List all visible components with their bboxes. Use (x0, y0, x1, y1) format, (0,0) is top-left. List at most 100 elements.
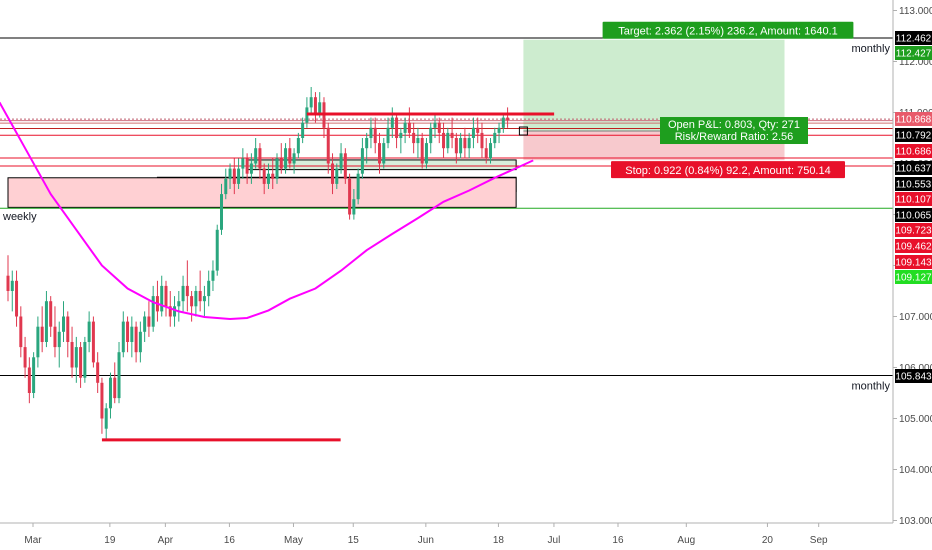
price-label: 110.107 (896, 195, 932, 206)
candle-body (126, 321, 130, 342)
price-label: 110.553 (896, 180, 932, 191)
candle-body (437, 122, 441, 133)
candle-body (19, 316, 23, 348)
candle-body (493, 132, 497, 144)
price-label-box (895, 255, 932, 269)
x-tick-label: Jul (548, 535, 561, 546)
y-tick-label: 106.000 (899, 363, 932, 374)
price-label: 110.868 (896, 115, 932, 126)
price-label-box (895, 270, 932, 284)
candle-body (185, 285, 189, 297)
candle-body (318, 102, 322, 113)
candle-body (254, 148, 258, 164)
candle-body (245, 158, 249, 174)
candle-body (36, 326, 40, 358)
candle-body (49, 301, 53, 327)
candle-body (79, 347, 83, 378)
x-tick-label: May (284, 535, 303, 546)
target-zone (523, 39, 785, 132)
candle-body (331, 163, 335, 184)
candle-body (377, 143, 381, 164)
candle-body (352, 199, 356, 215)
candle-body (249, 163, 253, 174)
price-label: 110.065 (896, 211, 932, 222)
price-label-box (895, 192, 932, 206)
candle-body (100, 382, 104, 419)
y-tick-label: 113.000 (899, 6, 932, 17)
price-label-box (895, 144, 932, 158)
price-label: 110.686 (896, 147, 932, 158)
y-tick-label: 112.000 (899, 57, 932, 68)
candle-body (190, 296, 194, 307)
price-label-box (895, 177, 932, 191)
candle-body (173, 306, 177, 317)
candle-body (420, 138, 424, 164)
candle-body (130, 326, 134, 342)
zone-box (246, 159, 517, 171)
candle-body (160, 285, 164, 312)
price-label: 109.462 (895, 242, 932, 253)
candle-body (484, 148, 488, 159)
candle-body (360, 148, 364, 174)
candles-layer (6, 87, 510, 439)
candle-body (198, 291, 202, 302)
candle-body (207, 280, 211, 297)
candle-body (10, 280, 14, 291)
price-label-box (895, 239, 932, 253)
candle-body (339, 153, 343, 169)
moving-average-line (0, 101, 534, 321)
candle-body (194, 291, 198, 307)
price-label: 109.127 (895, 273, 932, 284)
zone-box (7, 177, 517, 208)
level-label: weekly (2, 211, 37, 223)
candle-body (138, 331, 142, 353)
candle-body (27, 367, 31, 393)
candle-body (87, 321, 91, 342)
candle-body (83, 342, 87, 378)
price-label: 110.792 (896, 131, 932, 142)
candle-body (113, 377, 117, 399)
candle-body (369, 127, 373, 138)
candle-body (454, 138, 458, 154)
candle-body (57, 331, 61, 348)
candle-body (181, 285, 185, 302)
candle-body (471, 127, 475, 138)
price-label: 105.843 (895, 372, 932, 383)
price-label-box (895, 128, 932, 142)
candle-body (32, 357, 36, 393)
candle-body (467, 138, 471, 149)
y-tick-label: 103.000 (899, 516, 932, 527)
candle-body (399, 132, 403, 138)
candle-body (497, 127, 501, 133)
candle-body (326, 127, 330, 164)
position-tool-labels: Target: 2.362 (2.15%) 236.2, Amount: 164… (518, 21, 854, 179)
x-tick-label: 16 (224, 535, 236, 546)
candle-body (143, 316, 147, 332)
x-tick-label: Jun (418, 535, 434, 546)
candle-body (44, 301, 48, 342)
candle-body (489, 143, 493, 159)
target-label: Target: 2.362 (2.15%) 236.2, Amount: 164… (618, 26, 838, 38)
candle-body (501, 117, 505, 128)
y-tick-label: 104.000 (899, 465, 932, 476)
stop-label: Stop: 0.922 (0.84%) 92.2, Amount: 750.14 (625, 165, 830, 177)
target-label-box (602, 21, 854, 39)
candle-body (348, 178, 352, 215)
candle-body (356, 173, 360, 200)
candle-body (382, 143, 386, 164)
candle-body (134, 326, 138, 353)
candle-body (412, 132, 416, 144)
x-tick-label: Apr (158, 535, 174, 546)
candle-body (271, 173, 275, 179)
candle-body (292, 153, 296, 164)
x-tick-label: 18 (493, 535, 505, 546)
candle-body (390, 117, 394, 128)
pnl-box (660, 117, 808, 145)
y-tick-label: 107.000 (899, 312, 932, 323)
candle-body (288, 148, 292, 164)
candle-body (279, 158, 283, 169)
x-tick-label: Mar (24, 535, 42, 546)
price-label: 110.637 (896, 164, 932, 175)
